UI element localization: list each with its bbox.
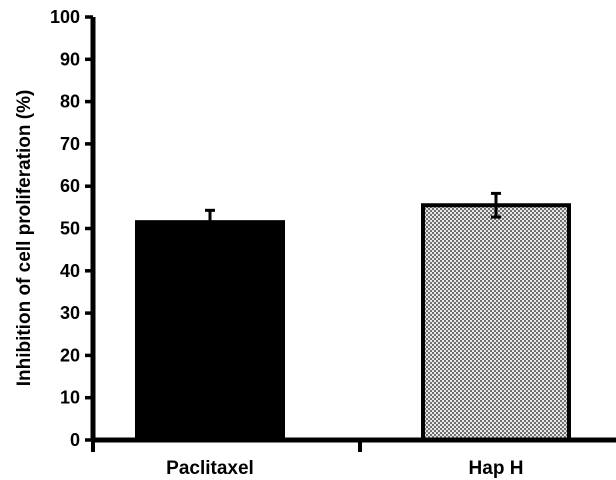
category-labels: Paclitaxel Hap H: [166, 458, 523, 479]
bar-hap-h: [421, 203, 571, 442]
y-tick-label: 100: [50, 7, 80, 27]
error-bars: [205, 191, 501, 236]
y-axis-title: Inhibition of cell proliferation (%): [14, 90, 35, 387]
y-tick-label: 70: [60, 134, 80, 154]
y-tick-label: 20: [60, 345, 80, 365]
y-tick-label: 30: [60, 303, 80, 323]
y-tick-label: 50: [60, 219, 80, 239]
bar-paclitaxel: [135, 220, 285, 442]
bars: [135, 203, 571, 442]
x-axis-ticks: [91, 440, 362, 452]
y-tick-label: 10: [60, 388, 80, 408]
y-tick-label: 90: [60, 49, 80, 69]
x-tick-label: Hap H: [469, 458, 524, 479]
y-tick-label: 60: [60, 176, 80, 196]
y-tick-label: 40: [60, 261, 80, 281]
x-tick-label: Paclitaxel: [166, 458, 254, 479]
y-axis-ticks: 0 10 20 30 40 50 60 70 80 90 100: [50, 7, 93, 450]
y-tick-label: 80: [60, 92, 80, 112]
y-tick-label: 0: [70, 430, 80, 450]
